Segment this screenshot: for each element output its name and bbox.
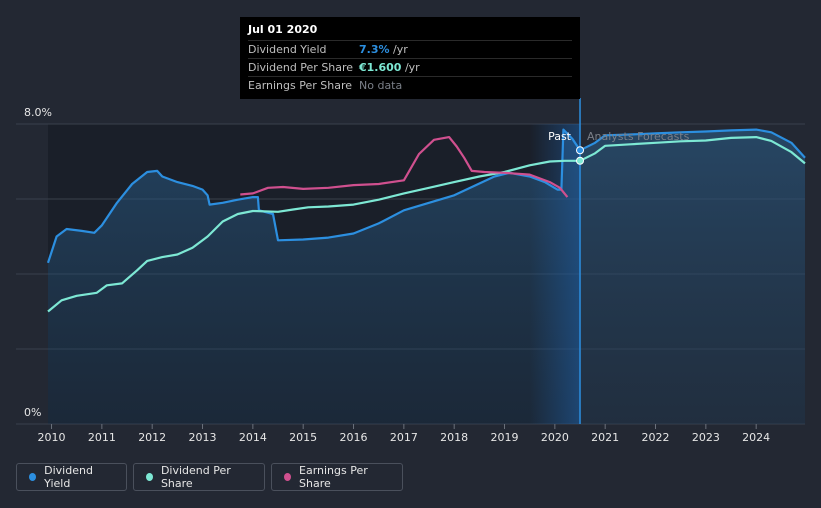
x-tick-label: 2019 xyxy=(491,431,519,444)
x-tick-label: 2023 xyxy=(692,431,720,444)
past-highlight-band xyxy=(529,124,581,424)
tooltip-row-dividend-per-share: Dividend Per Share €1.600 /yr xyxy=(248,58,572,76)
legend-earnings-per-share[interactable]: Earnings Per Share xyxy=(271,463,403,491)
legend-label: Dividend Yield xyxy=(44,464,93,490)
current-marker xyxy=(576,156,585,165)
x-tick-label: 2021 xyxy=(591,431,619,444)
x-tick-label: 2010 xyxy=(38,431,66,444)
tooltip: Jul 01 2020 Dividend Yield 7.3% /yr Divi… xyxy=(240,17,580,99)
tooltip-unit: /yr xyxy=(389,43,408,56)
legend-dot xyxy=(29,473,37,481)
legend-dot xyxy=(146,473,153,481)
series-area-dividend-yield xyxy=(48,129,805,424)
series-line-earnings-per-share xyxy=(240,136,569,198)
tooltip-unit: /yr xyxy=(401,61,420,74)
tooltip-value: No data xyxy=(359,79,403,92)
tooltip-row-dividend-yield: Dividend Yield 7.3% /yr xyxy=(248,40,572,58)
legend-dividend-yield[interactable]: Dividend Yield xyxy=(16,463,127,491)
x-tick-label: 2022 xyxy=(642,431,670,444)
current-marker xyxy=(576,146,585,155)
x-tick-label: 2011 xyxy=(88,431,116,444)
tooltip-row-earnings-per-share: Earnings Per Share No data xyxy=(248,76,572,94)
tooltip-value: €1.600 xyxy=(359,61,402,74)
x-tick-label: 2024 xyxy=(742,431,770,444)
legend-label: Earnings Per Share xyxy=(299,464,368,490)
tooltip-date: Jul 01 2020 xyxy=(248,23,318,36)
x-tick-label: 2016 xyxy=(340,431,368,444)
x-tick-label: 2018 xyxy=(440,431,468,444)
tooltip-value: 7.3% xyxy=(359,43,390,56)
tooltip-key: Dividend Per Share xyxy=(248,61,354,74)
x-tick-label: 2017 xyxy=(390,431,418,444)
legend-label: Dividend Per Share xyxy=(160,464,231,490)
x-tick-label: 2014 xyxy=(239,431,267,444)
x-tick-label: 2015 xyxy=(289,431,317,444)
x-tick-label: 2020 xyxy=(541,431,569,444)
tooltip-key: Earnings Per Share xyxy=(248,79,353,92)
forecast-label: Analysts Forecasts xyxy=(587,130,690,143)
x-tick-label: 2013 xyxy=(189,431,217,444)
tooltip-key: Dividend Yield xyxy=(248,43,327,56)
series-line-dividend-per-share xyxy=(47,136,806,313)
y-axis-top-label: 8.0% xyxy=(24,106,52,119)
past-label: Past xyxy=(548,130,572,143)
legend-dot xyxy=(284,473,291,481)
y-axis-bottom-label: 0% xyxy=(24,406,41,419)
x-tick-label: 2012 xyxy=(138,431,166,444)
series-line-dividend-yield xyxy=(46,128,806,264)
legend-dividend-per-share[interactable]: Dividend Per Share xyxy=(133,463,265,491)
